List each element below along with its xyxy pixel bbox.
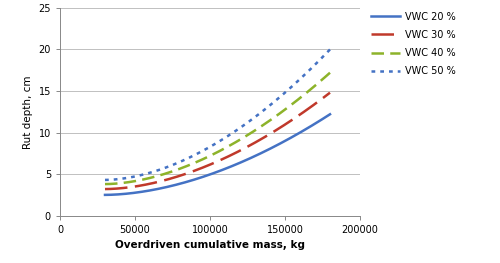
Legend: VWC 20 %, VWC 30 %, VWC 40 %, VWC 50 %: VWC 20 %, VWC 30 %, VWC 40 %, VWC 50 % — [368, 9, 458, 79]
VWC 20 % — [322, 116, 328, 119]
VWC 20 % — [209, 172, 215, 175]
VWC 50 % — [209, 144, 215, 147]
VWC 20 % — [286, 137, 292, 140]
VWC 30 % — [322, 95, 328, 98]
VWC 40 % — [224, 146, 230, 149]
VWC 50 % — [327, 48, 333, 51]
VWC 40 % — [286, 105, 292, 108]
VWC 30 % — [209, 162, 215, 165]
VWC 20 % — [210, 172, 216, 175]
VWC 20 % — [102, 193, 108, 196]
VWC 40 % — [209, 153, 215, 156]
VWC 50 % — [102, 178, 108, 181]
VWC 40 % — [322, 76, 328, 79]
VWC 20 % — [224, 167, 230, 170]
Line: VWC 40 %: VWC 40 % — [105, 73, 330, 184]
X-axis label: Overdriven cumulative mass, kg: Overdriven cumulative mass, kg — [115, 240, 305, 250]
VWC 30 % — [210, 162, 216, 165]
Y-axis label: Rut depth, cm: Rut depth, cm — [23, 75, 33, 149]
VWC 40 % — [236, 139, 242, 142]
VWC 40 % — [102, 183, 108, 186]
VWC 20 % — [236, 162, 242, 165]
VWC 40 % — [210, 153, 216, 156]
VWC 40 % — [327, 71, 333, 74]
VWC 50 % — [210, 143, 216, 146]
VWC 50 % — [224, 135, 230, 138]
Line: VWC 30 %: VWC 30 % — [105, 93, 330, 189]
VWC 50 % — [236, 127, 242, 130]
VWC 30 % — [286, 120, 292, 123]
VWC 30 % — [102, 188, 108, 191]
VWC 30 % — [224, 156, 230, 159]
VWC 20 % — [327, 113, 333, 116]
Line: VWC 50 %: VWC 50 % — [105, 49, 330, 180]
VWC 50 % — [286, 87, 292, 90]
VWC 50 % — [322, 53, 328, 57]
VWC 30 % — [236, 150, 242, 153]
Line: VWC 20 %: VWC 20 % — [105, 114, 330, 195]
VWC 30 % — [327, 91, 333, 94]
